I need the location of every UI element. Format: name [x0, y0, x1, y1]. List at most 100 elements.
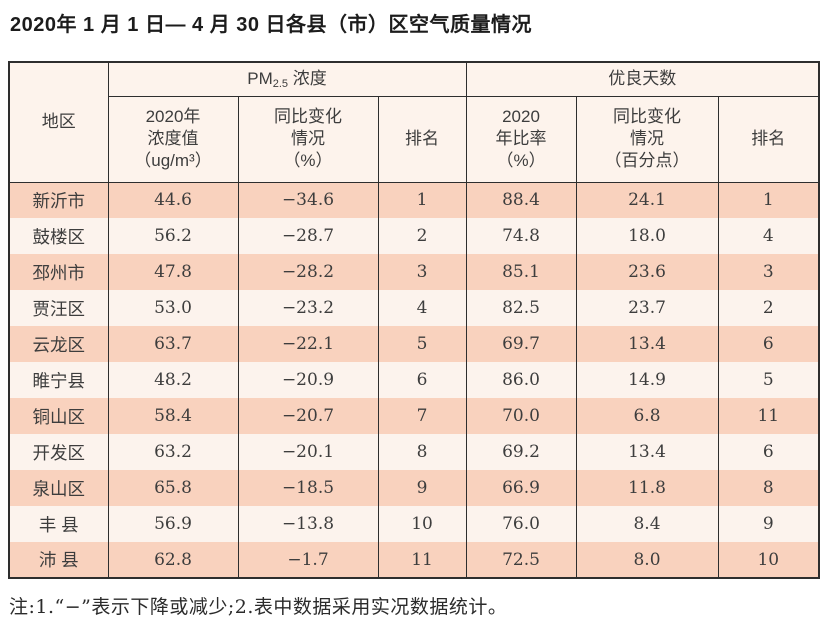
col-header-pm-change: 同比变化 情况 （%） [237, 95, 379, 183]
good-rank-cell: 5 [717, 362, 820, 398]
pm-value-cell: 63.2 [107, 434, 239, 470]
region-cell: 铜山区 [8, 398, 109, 434]
good-change-cell: 8.0 [575, 542, 719, 578]
good-rate-cell: 74.8 [465, 218, 577, 254]
good-rate-cell: 69.2 [465, 434, 577, 470]
col-header-region: 地区 [8, 61, 109, 183]
pm-rank-cell: 7 [377, 398, 467, 434]
page-title: 2020年 1 月 1 日— 4 月 30 日各县（市）区空气质量情况 [10, 14, 533, 36]
good-change-cell: 14.9 [575, 362, 719, 398]
good-change-cell: 24.1 [575, 182, 719, 218]
pm25-label-suffix: 浓度 [288, 69, 327, 89]
table-row: 睢宁县 48.2 −20.9 6 86.0 14.9 5 [8, 362, 820, 398]
region-cell: 新沂市 [8, 182, 109, 218]
pm-value-cell: 58.4 [107, 398, 239, 434]
table-row: 云龙区 63.7 −22.1 5 69.7 13.4 6 [8, 326, 820, 362]
region-cell: 云龙区 [8, 326, 109, 362]
pm-rank-cell: 4 [377, 290, 467, 326]
pm-change-cell: −1.7 [237, 542, 379, 578]
pm-change-cell: −23.2 [237, 290, 379, 326]
region-cell: 睢宁县 [8, 362, 109, 398]
good-rate-cell: 82.5 [465, 290, 577, 326]
good-rank-cell: 3 [717, 254, 820, 290]
pm-value-cell: 56.9 [107, 506, 239, 542]
region-cell: 鼓楼区 [8, 218, 109, 254]
good-change-cell: 23.6 [575, 254, 719, 290]
col-group-pm25: PM2.5 浓度 [107, 61, 467, 97]
table-body: 新沂市 44.6 −34.6 1 88.4 24.1 1 鼓楼区 56.2 −2… [8, 182, 820, 578]
col-header-pm-value: 2020年 浓度值 （ug/m³） [107, 95, 239, 183]
pm-change-cell: −20.1 [237, 434, 379, 470]
good-rank-cell: 1 [717, 182, 820, 218]
region-cell: 贾汪区 [8, 290, 109, 326]
table-row: 沛 县 62.8 −1.7 11 72.5 8.0 10 [8, 542, 820, 578]
good-change-cell: 8.4 [575, 506, 719, 542]
col-header-pm-rank: 排名 [377, 95, 467, 183]
good-rank-cell: 4 [717, 218, 820, 254]
good-rate-cell: 66.9 [465, 470, 577, 506]
good-rank-cell: 2 [717, 290, 820, 326]
good-change-cell: 18.0 [575, 218, 719, 254]
pm25-label-subscript: 2.5 [272, 78, 289, 91]
good-rank-cell: 8 [717, 470, 820, 506]
good-change-cell: 13.4 [575, 326, 719, 362]
good-rank-cell: 6 [717, 434, 820, 470]
region-cell: 泉山区 [8, 470, 109, 506]
pm-rank-cell: 11 [377, 542, 467, 578]
col-header-good-rank: 排名 [717, 95, 820, 183]
good-rate-cell: 69.7 [465, 326, 577, 362]
table-row: 丰 县 56.9 −13.8 10 76.0 8.4 9 [8, 506, 820, 542]
good-change-cell: 6.8 [575, 398, 719, 434]
pm-rank-cell: 5 [377, 326, 467, 362]
region-cell: 开发区 [8, 434, 109, 470]
pm-change-cell: −34.6 [237, 182, 379, 218]
pm-rank-cell: 1 [377, 182, 467, 218]
good-change-cell: 23.7 [575, 290, 719, 326]
pm-rank-cell: 6 [377, 362, 467, 398]
pm-rank-cell: 10 [377, 506, 467, 542]
table-row: 新沂市 44.6 −34.6 1 88.4 24.1 1 [8, 182, 820, 218]
pm-rank-cell: 8 [377, 434, 467, 470]
col-header-good-rate: 2020 年比率 （%） [465, 95, 577, 183]
header-sub-row: 2020年 浓度值 （ug/m³） 同比变化 情况 （%） 排名 2020 年比… [9, 95, 820, 183]
table-row: 铜山区 58.4 −20.7 7 70.0 6.8 11 [8, 398, 820, 434]
pm-change-cell: −18.5 [237, 470, 379, 506]
region-cell: 丰 县 [8, 506, 109, 542]
footnote: 注:1.“−”表示下降或减少;2.表中数据采用实况数据统计。 [9, 596, 508, 618]
pm-change-cell: −20.7 [237, 398, 379, 434]
air-quality-table: 地区 PM2.5 浓度 优良天数 2020年 浓度值 （ug/m³） 同比变化 … [8, 61, 821, 579]
good-change-cell: 11.8 [575, 470, 719, 506]
good-rank-cell: 11 [717, 398, 820, 434]
pm-change-cell: −22.1 [237, 326, 379, 362]
table-row: 贾汪区 53.0 −23.2 4 82.5 23.7 2 [8, 290, 820, 326]
pm25-label-prefix: PM [247, 69, 273, 89]
pm-value-cell: 65.8 [107, 470, 239, 506]
table-row: 泉山区 65.8 −18.5 9 66.9 11.8 8 [8, 470, 820, 506]
pm-change-cell: −28.7 [237, 218, 379, 254]
good-rate-cell: 76.0 [465, 506, 577, 542]
region-cell: 沛 县 [8, 542, 109, 578]
pm-change-cell: −20.9 [237, 362, 379, 398]
good-rank-cell: 10 [717, 542, 820, 578]
good-change-cell: 13.4 [575, 434, 719, 470]
pm-value-cell: 47.8 [107, 254, 239, 290]
table-row: 开发区 63.2 −20.1 8 69.2 13.4 6 [8, 434, 820, 470]
table-header: 地区 PM2.5 浓度 优良天数 2020年 浓度值 （ug/m³） 同比变化 … [8, 61, 820, 183]
pm-rank-cell: 3 [377, 254, 467, 290]
header-group-row: 地区 PM2.5 浓度 优良天数 [8, 61, 820, 183]
pm-change-cell: −13.8 [237, 506, 379, 542]
table-row: 鼓楼区 56.2 −28.7 2 74.8 18.0 4 [8, 218, 820, 254]
good-rate-cell: 86.0 [465, 362, 577, 398]
good-rank-cell: 6 [717, 326, 820, 362]
pm-rank-cell: 9 [377, 470, 467, 506]
table-row: 邳州市 47.8 −28.2 3 85.1 23.6 3 [8, 254, 820, 290]
pm-rank-cell: 2 [377, 218, 467, 254]
good-rate-cell: 72.5 [465, 542, 577, 578]
region-cell: 邳州市 [8, 254, 109, 290]
col-header-good-change: 同比变化 情况 （百分点） [575, 95, 719, 183]
pm-value-cell: 56.2 [107, 218, 239, 254]
good-rank-cell: 9 [717, 506, 820, 542]
pm-value-cell: 53.0 [107, 290, 239, 326]
pm-value-cell: 63.7 [107, 326, 239, 362]
